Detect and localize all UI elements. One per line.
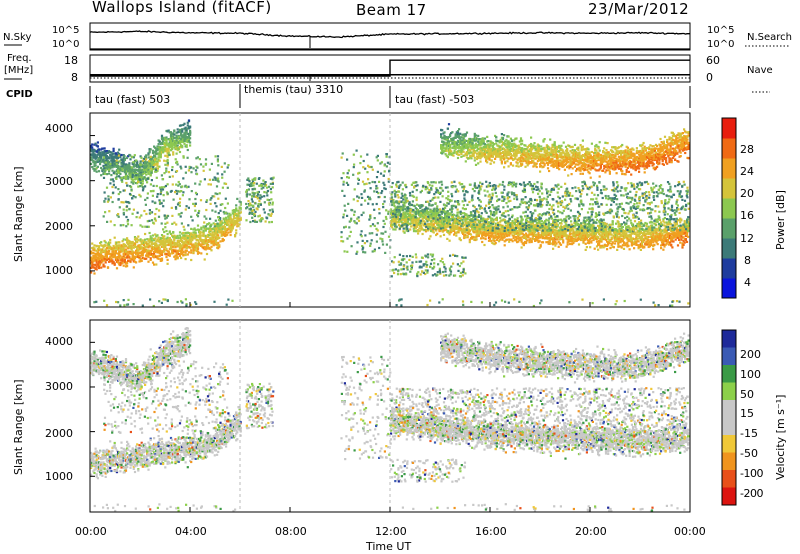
nave-label: Nave	[747, 65, 773, 76]
velocity-colorbar-step-8	[722, 470, 736, 488]
velocity-ytick-2000: 2000	[45, 427, 73, 440]
power-cbar-tick-12: 12	[740, 232, 754, 245]
power-colorbar-step-4	[722, 198, 736, 219]
xtick-6: 00:00	[674, 525, 706, 538]
power-colorbar-step-6	[722, 158, 736, 179]
cpid-label: CPID	[6, 89, 33, 100]
power-cbar-tick-28: 28	[740, 143, 754, 156]
freq-left-tick-low: 8	[71, 71, 78, 84]
power-cbar-tick-16: 16	[740, 209, 754, 222]
nsky-line	[89, 30, 691, 39]
velocity-ylabel: Slant Range [km]	[12, 379, 25, 475]
velocity-colorbar-step-3	[722, 382, 736, 401]
power-cbar-tick-20: 20	[740, 187, 754, 200]
noise-left-tick-low: 10^0	[52, 39, 80, 50]
velocity-colorbar-frame	[721, 329, 737, 506]
velocity-panel-scatter	[90, 327, 690, 513]
velocity-colorbar-step-5	[722, 417, 736, 436]
noise-right-tick-high: 10^5	[707, 25, 735, 36]
nave-line	[90, 59, 690, 77]
nave-right-tick-high: 60	[706, 54, 720, 67]
date-label: 23/Mar/2012	[588, 0, 690, 18]
x-axis-label: Time UT	[366, 540, 412, 553]
power-colorbar-step-2	[722, 238, 736, 259]
vel-cbar-tick-200: 200	[740, 348, 761, 361]
freq-left-tick-high: 18	[64, 54, 78, 67]
xtick-2: 08:00	[275, 525, 307, 538]
cpid-segment-2: themis (tau) 3310	[244, 83, 344, 96]
power-colorbar-step-3	[722, 218, 736, 239]
velocity-colorbar-step-0	[722, 330, 736, 348]
velocity-colorbar-label: Velocity [m s⁻¹]	[774, 394, 787, 480]
velocity-ytick-1000: 1000	[45, 470, 73, 483]
vel-cbar-tick-neg50: -50	[740, 447, 758, 460]
power-colorbar-step-8	[722, 118, 736, 139]
xtick-1: 04:00	[175, 525, 207, 538]
power-cbar-tick-4: 4	[744, 276, 751, 289]
nsearch-label: N.Search	[747, 32, 793, 43]
noise-right-tick-low: 10^0	[707, 39, 735, 50]
velocity-colorbar-step-7	[722, 452, 736, 471]
power-colorbar-step-1	[722, 258, 736, 279]
xtick-3: 12:00	[375, 525, 407, 538]
velocity-colorbar-step-1	[722, 347, 736, 366]
power-colorbar-label: Power [dB]	[774, 190, 787, 250]
power-panel-scatter	[90, 119, 691, 308]
noise-left-tick-high: 10^5	[52, 25, 80, 36]
beam-label: Beam 17	[356, 1, 427, 19]
power-ytick-4000: 4000	[45, 122, 73, 135]
power-colorbar-step-7	[722, 138, 736, 159]
velocity-colorbar-step-6	[722, 435, 736, 453]
power-colorbar-step-5	[722, 178, 736, 199]
power-ytick-1000: 1000	[45, 264, 73, 277]
velocity-colorbar-step-4	[722, 400, 736, 418]
nsky-label: N.Sky	[3, 32, 32, 43]
nave-right-tick-low: 0	[706, 71, 713, 84]
power-ytick-2000: 2000	[45, 220, 73, 233]
velocity-ytick-4000: 4000	[45, 335, 73, 348]
vel-cbar-tick-100: 100	[740, 368, 761, 381]
xtick-5: 20:00	[575, 525, 607, 538]
vel-cbar-tick-15: 15	[740, 407, 754, 420]
velocity-colorbar-step-9	[722, 487, 736, 506]
vel-cbar-tick-neg200: -200	[740, 487, 763, 500]
power-ytick-3000: 3000	[45, 175, 73, 188]
xtick-4: 16:00	[475, 525, 507, 538]
freq-unit-label: [MHz]	[4, 65, 34, 76]
power-ylabel: Slant Range [km]	[12, 166, 25, 262]
cpid-segment-3: tau (fast) -503	[395, 93, 475, 106]
freq-label: Freq.	[7, 53, 32, 64]
vel-cbar-tick-50: 50	[740, 388, 754, 401]
power-colorbar-frame	[721, 117, 737, 299]
freq-panel-frame	[89, 54, 691, 83]
velocity-ytick-3000: 3000	[45, 380, 73, 393]
velocity-colorbar-step-2	[722, 365, 736, 383]
noise-panel-frame	[89, 22, 691, 51]
vel-cbar-tick-neg15: -15	[740, 427, 758, 440]
power-cbar-tick-8: 8	[744, 254, 751, 267]
power-cbar-tick-24: 24	[740, 165, 754, 178]
power-colorbar-step-0	[722, 278, 736, 299]
cpid-segment-1: tau (fast) 503	[95, 93, 171, 106]
xtick-0: 00:00	[75, 525, 107, 538]
vel-cbar-tick-neg100: -100	[740, 467, 763, 480]
plot-title: Wallops Island (fitACF)	[92, 0, 272, 16]
